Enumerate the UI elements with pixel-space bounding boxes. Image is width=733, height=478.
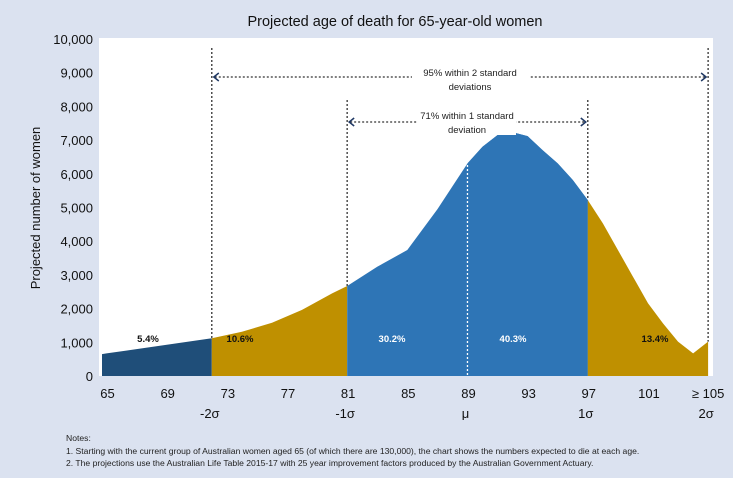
annotation-bg [412,65,530,91]
area-segment-0 [102,338,212,376]
chart: Projected age of death for 65-year-old w… [28,14,724,420]
y-tick-label: 7,000 [60,133,93,148]
annotation-one-sigma-line2: deviation [448,125,486,136]
y-tick-label: 9,000 [60,66,93,81]
one-sigma-arrow-left-arrowhead-icon [347,117,355,127]
y-tick-label: 5,000 [60,201,93,216]
y-tick-label: 3,000 [60,268,93,283]
two-sigma-arrow-right-arrowhead-icon [700,72,708,82]
x-tick-label: 101 [638,386,660,401]
note-2: 2. The projections use the Australian Li… [66,458,594,468]
segment-label: 10.6% [227,334,254,345]
y-tick-label: 10,000 [53,32,93,47]
segment-label: 5.4% [137,334,159,345]
area-segment-1 [211,286,348,376]
notes: Notes: 1. Starting with the current grou… [66,432,639,470]
y-tick-label: 8,000 [60,99,93,114]
area-segment-3 [467,132,588,376]
x-tick-label: 69 [160,386,174,401]
y-tick-label: 1,000 [60,335,93,350]
annotation-two-sigma-line1: 95% within 2 standard [423,68,516,79]
x-tick-label: 81 [341,386,355,401]
y-tick-label: 6,000 [60,167,93,182]
x-tick-label: 73 [221,386,235,401]
x-tick-label: 93 [521,386,535,401]
annotation-bg [418,109,516,135]
chart-title: Projected age of death for 65-year-old w… [247,14,542,30]
segment-label: 30.2% [379,334,406,345]
x-tick-label: 97 [582,386,596,401]
one-sigma-arrow-right-arrowhead-icon [580,117,587,127]
sigma-label: 1σ [578,406,593,420]
x-tick-label: 65 [100,386,114,401]
two-sigma-arrow-left-arrowhead-icon [212,72,220,82]
sigma-label: μ [462,406,470,420]
y-tick-label: 2,000 [60,302,93,317]
annotation-two-sigma-line2: deviations [449,82,492,93]
notes-heading: Notes: [66,433,91,443]
y-tick-label: 0 [86,369,93,384]
segment-label: 40.3% [500,334,527,345]
area-segment-4 [587,200,709,376]
x-tick-label: 85 [401,386,415,401]
x-tick-label: 77 [281,386,295,401]
sigma-label: 2σ [698,406,713,420]
x-tick-label: ≥ 105 [692,386,724,401]
y-tick-label: 4,000 [60,234,93,249]
x-tick-label: 89 [461,386,475,401]
sigma-label: -1σ [335,406,355,420]
note-1: 1. Starting with the current group of Au… [66,445,640,456]
annotation-one-sigma-line1: 71% within 1 standard [420,111,513,122]
y-axis-title: Projected number of women [28,127,43,290]
sigma-label: -2σ [200,406,220,420]
segment-label: 13.4% [642,334,669,345]
